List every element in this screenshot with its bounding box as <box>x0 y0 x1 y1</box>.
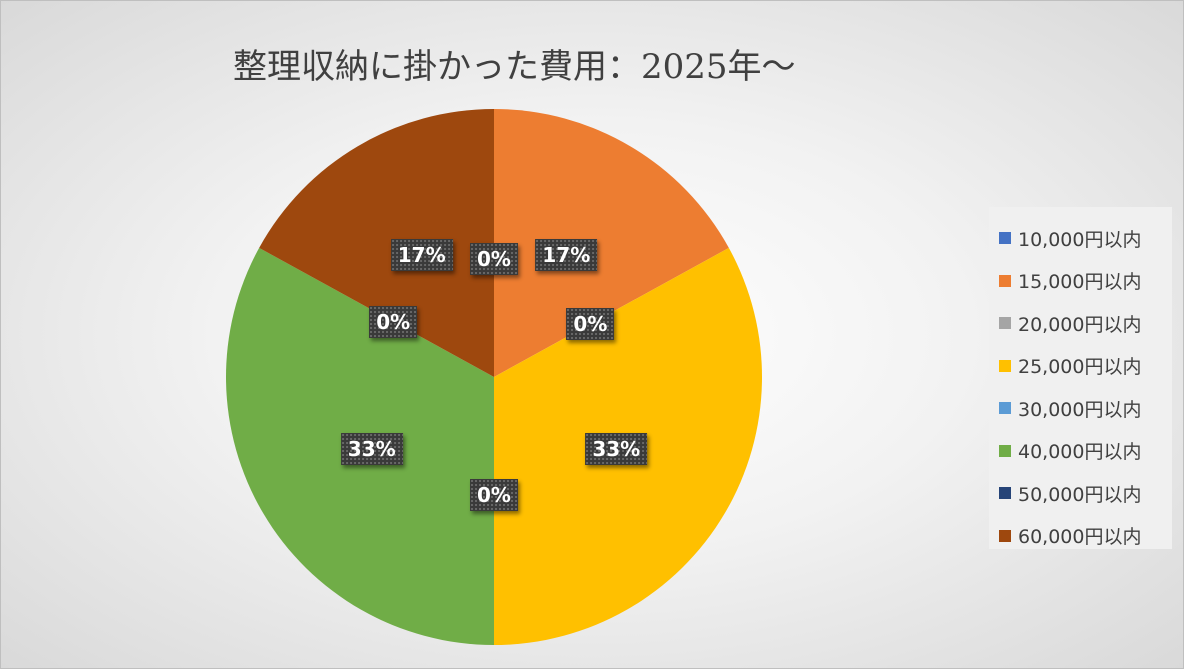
legend: 10,000円以内 15,000円以内 20,000円以内 25,000円以内 30,0… <box>989 207 1172 549</box>
data-label: 0% <box>470 479 518 511</box>
legend-swatch <box>999 317 1011 330</box>
legend-swatch <box>999 402 1011 415</box>
legend-item: 30,000円以内 <box>989 387 1172 430</box>
legend-label: 25,000円以内 <box>1018 356 1142 379</box>
data-label: 0% <box>369 305 418 338</box>
legend-label: 60,000円以内 <box>1018 526 1142 549</box>
legend-item: 25,000円以内 <box>989 345 1172 388</box>
legend-label: 20,000円以内 <box>1018 313 1142 336</box>
legend-label: 15,000円以内 <box>1018 271 1142 294</box>
legend-swatch <box>999 359 1011 372</box>
legend-swatch <box>999 232 1011 245</box>
legend-swatch <box>999 274 1011 287</box>
legend-item: 40,000円以内 <box>989 430 1172 473</box>
legend-item: 15,000円以内 <box>989 260 1172 303</box>
data-label: 33% <box>585 433 648 466</box>
legend-label: 30,000円以内 <box>1018 398 1142 421</box>
legend-item: 20,000円以内 <box>989 302 1172 345</box>
legend-label: 50,000円以内 <box>1018 483 1142 506</box>
legend-item: 10,000円以内 <box>989 217 1172 260</box>
legend-item: 50,000円以内 <box>989 472 1172 515</box>
chart-title: 整理収納に掛かった費用：2025年～ <box>233 47 796 87</box>
legend-swatch <box>999 529 1011 542</box>
data-label: 0% <box>470 243 518 275</box>
pie-slice <box>494 109 729 377</box>
legend-swatch <box>999 487 1011 500</box>
data-label: 0% <box>566 308 615 340</box>
data-label: 17% <box>390 238 453 271</box>
legend-swatch <box>999 444 1011 457</box>
data-label: 17% <box>535 238 598 271</box>
data-label: 33% <box>340 433 403 466</box>
legend-label: 40,000円以内 <box>1018 441 1142 464</box>
legend-item: 60,000円以内 <box>989 515 1172 558</box>
pie-slice <box>259 109 494 377</box>
legend-label: 10,000円以内 <box>1018 228 1142 251</box>
